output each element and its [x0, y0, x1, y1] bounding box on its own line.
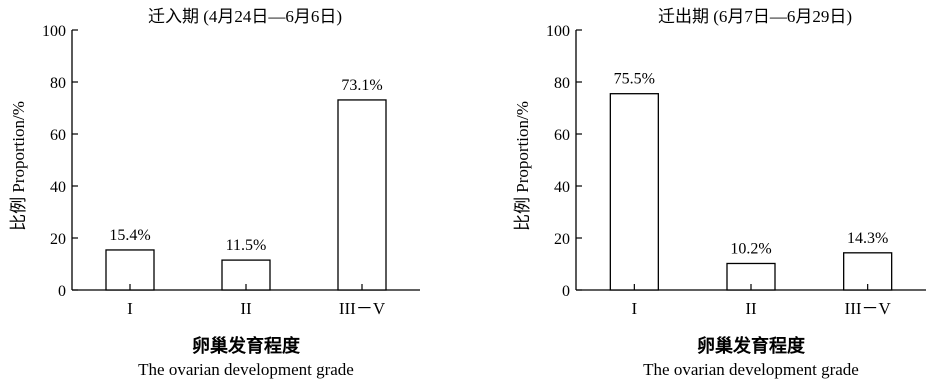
bar — [843, 252, 893, 291]
x-tick-label: I — [127, 299, 133, 318]
x-axis-label: 卵巢发育程度 — [192, 335, 301, 356]
x-tick-label: II — [745, 299, 757, 318]
x-axis-label-en: The ovarian development grade — [643, 360, 859, 379]
data-label: 73.1% — [341, 77, 382, 94]
x-tick-label: II — [240, 299, 252, 318]
chart-panel-1: 迁入期 (4月24日—6月6日) 0 20 40 60 80 100 I 15.4% II 11.5… — [9, 7, 420, 379]
x-axis-label: 卵巢发育程度 — [697, 335, 806, 356]
x-tick-label: III－V — [845, 299, 892, 318]
y-tick-label: 40 — [50, 179, 66, 196]
y-tick-label: 60 — [50, 127, 66, 144]
data-label: 14.3% — [847, 230, 888, 247]
x-axis-label-en: The ovarian development grade — [138, 360, 354, 379]
data-label: 75.5% — [614, 71, 655, 88]
x-tick-label: III－V — [339, 299, 386, 318]
y-axis-label: 比例 Proportion/% — [9, 101, 28, 231]
data-label: 10.2% — [730, 240, 771, 257]
chart-panel-2: 迁出期 (6月7日—6月29日) 0 20 40 60 80 100 I 75.5% II 10.2… — [513, 7, 926, 379]
y-tick-label: 60 — [554, 127, 570, 144]
y-tick-label: 40 — [554, 179, 570, 196]
y-axis-label: 比例 Proportion/% — [513, 101, 532, 231]
bar — [609, 93, 659, 291]
y-tick-label: 80 — [554, 75, 570, 92]
y-tick-label: 0 — [562, 283, 570, 300]
y-tick-label: 100 — [42, 23, 66, 40]
data-label: 15.4% — [109, 227, 150, 244]
y-tick-label: 80 — [50, 75, 66, 92]
y-tick-label: 0 — [58, 283, 66, 300]
bar — [337, 99, 387, 291]
bar — [105, 249, 155, 291]
y-tick-label: 20 — [50, 231, 66, 248]
chart-title: 迁入期 (4月24日—6月6日) — [148, 7, 342, 26]
data-label: 11.5% — [226, 237, 267, 254]
y-tick-label: 100 — [546, 23, 570, 40]
y-tick-label: 20 — [554, 231, 570, 248]
chart-title: 迁出期 (6月7日—6月29日) — [658, 7, 852, 26]
x-tick-label: I — [631, 299, 637, 318]
